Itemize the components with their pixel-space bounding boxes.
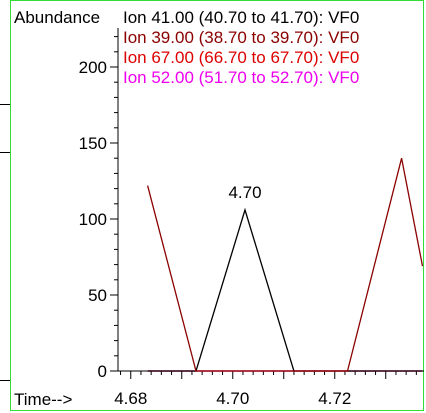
y-tick-label: 150 <box>79 134 107 153</box>
margin-tick-mark <box>0 380 10 381</box>
axes: 0 50 100 150 200 4.68 4.70 4.72 <box>79 28 424 408</box>
margin-tick-mark <box>0 104 10 105</box>
series-line <box>147 207 423 372</box>
legend-entry: Ion 67.00 (66.70 to 67.70): VF0 <box>123 48 359 67</box>
y-tick-label: 100 <box>79 210 107 229</box>
plot-frame <box>10 0 424 411</box>
series-layer: 4.70 <box>146 158 424 372</box>
peak-label: 4.70 <box>228 183 261 202</box>
legend-entry: Ion 39.00 (38.70 to 39.70): VF0 <box>123 28 359 47</box>
y-tick-label: 200 <box>79 58 107 77</box>
series-line <box>146 158 424 372</box>
x-tick-label: 4.70 <box>216 389 249 408</box>
y-tick-label: 0 <box>98 362 107 381</box>
legend-entry: Ion 52.00 (51.70 to 52.70): VF0 <box>123 68 359 87</box>
legend-entry: Ion 41.00 (40.70 to 41.70): VF0 <box>123 8 359 27</box>
x-axis-label: Time--> <box>14 390 72 409</box>
x-tick-label: 4.68 <box>114 389 147 408</box>
margin-tick-mark <box>0 152 10 153</box>
left-margin-strip <box>0 0 10 411</box>
y-axis-label: Abundance <box>14 8 100 27</box>
y-tick-label: 50 <box>88 286 107 305</box>
x-tick-label: 4.72 <box>318 389 351 408</box>
